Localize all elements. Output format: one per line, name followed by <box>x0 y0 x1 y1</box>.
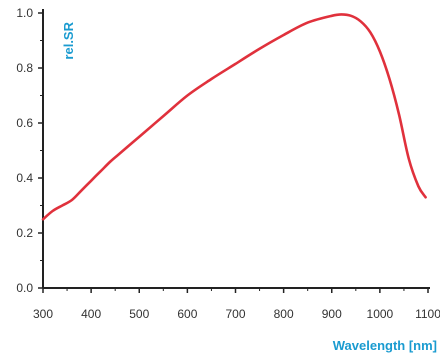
y-tick-label: 0.4 <box>16 171 33 185</box>
chart-ticks: 0.0 0.2 0.4 0.6 0.8 1.0 300 400 500 600 700 800 900 1… <box>16 6 440 321</box>
x-tick-label: 900 <box>322 307 342 321</box>
x-axis-title: Wavelength [nm] <box>333 338 437 353</box>
y-tick-label: 1.0 <box>16 6 33 20</box>
x-tick-label: 500 <box>129 307 149 321</box>
x-tick-label: 300 <box>33 307 53 321</box>
y-tick-label: 0.0 <box>16 281 33 295</box>
chart-axes <box>42 9 430 289</box>
x-tick-label: 400 <box>81 307 101 321</box>
x-tick-label: 1100 <box>415 307 440 321</box>
x-tick-label: 700 <box>225 307 245 321</box>
x-tick-label: 1000 <box>367 307 394 321</box>
y-axis-title: rel.SR <box>61 21 76 59</box>
x-tick-label: 600 <box>177 307 197 321</box>
y-tick-label: 0.8 <box>16 61 33 75</box>
y-tick-label: 0.6 <box>16 116 33 130</box>
spectral-response-curve <box>41 13 427 221</box>
chart-series <box>41 13 427 221</box>
x-tick-label: 800 <box>274 307 294 321</box>
y-tick-label: 0.2 <box>16 226 33 240</box>
